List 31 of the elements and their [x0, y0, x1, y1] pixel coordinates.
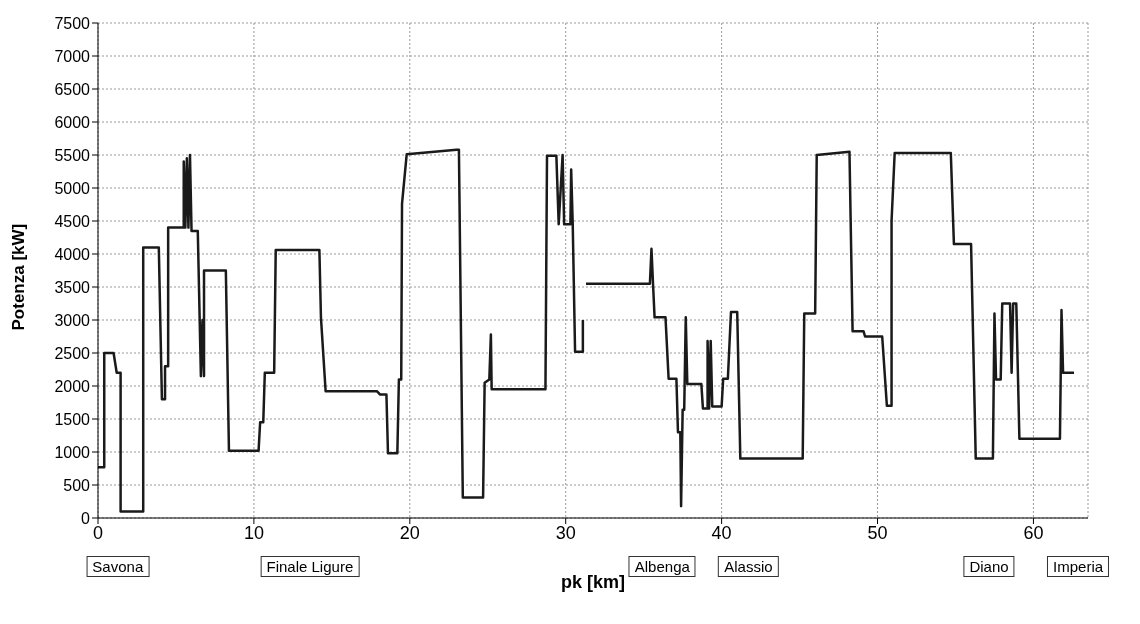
y-tick-label: 5000 — [54, 179, 91, 197]
x-tick-label: 40 — [711, 522, 732, 543]
y-tick-label: 500 — [63, 476, 91, 494]
x-tick-label: 50 — [867, 522, 888, 543]
y-tick-label: 2500 — [54, 344, 91, 362]
text: Imperia — [1047, 556, 1110, 577]
y-tick-label: 5500 — [54, 146, 91, 164]
y-tick-label: 7000 — [54, 47, 91, 65]
y-tick-label: 3500 — [54, 278, 91, 296]
text: Diano — [963, 556, 1015, 577]
x-tick-label: 0 — [92, 522, 104, 543]
y-tick-label: 6500 — [54, 80, 91, 98]
y-tick-label: 3000 — [54, 311, 91, 329]
x-tick-label: 60 — [1023, 522, 1044, 543]
y-tick-label: 4000 — [54, 245, 91, 263]
y-tick-label: 1500 — [54, 410, 91, 428]
text: Finale Ligure — [260, 556, 360, 577]
text: Alassio — [718, 556, 779, 577]
text: Savona — [86, 556, 150, 577]
x-tick-label: 10 — [243, 522, 264, 543]
y-tick-label: 4500 — [54, 212, 91, 230]
x-tick-label: 20 — [399, 522, 420, 543]
y-tick-label: 2000 — [54, 377, 91, 395]
x-axis-title: pk [km] — [560, 572, 625, 592]
y-tick-label: 6000 — [54, 113, 91, 131]
x-tick-label: 30 — [555, 522, 576, 543]
y-axis-title: Potenza [kW] — [9, 223, 29, 331]
y-tick-label: 1000 — [54, 443, 91, 461]
y-tick-label: 7500 — [54, 14, 91, 32]
text: Albenga — [628, 556, 696, 577]
y-tick-label: 0 — [81, 509, 91, 527]
